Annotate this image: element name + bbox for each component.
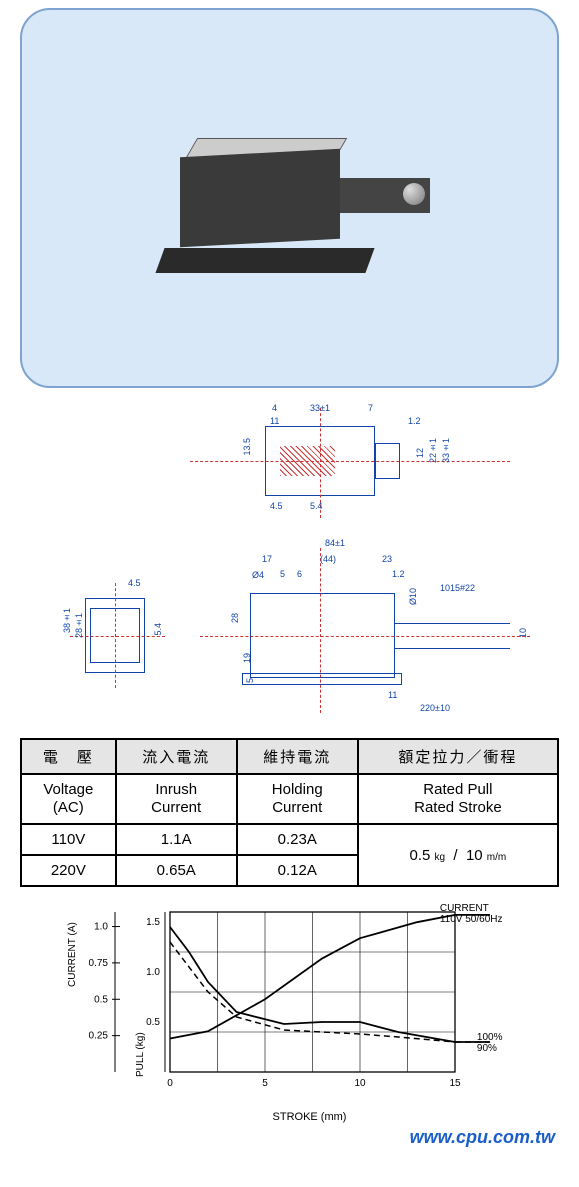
svg-text:1.0: 1.0: [146, 967, 160, 978]
th-voltage-en: Voltage(AC): [21, 774, 116, 824]
y-axis-current-label: CURRENT (A): [67, 922, 78, 987]
th-holding-cn: 維持電流: [237, 739, 358, 774]
dim-front-10: 10: [518, 628, 528, 638]
dim-top-4.5: 4.5: [270, 501, 283, 511]
watermark: www.cpu.com.tw: [0, 1123, 579, 1158]
technical-drawing: 4 33±1 7 1.2 11 13.5 12 22±1 33±1 4.5 5.…: [20, 398, 559, 728]
dim-front-44: (44): [320, 554, 336, 564]
th-inrush-en: InrushCurrent: [116, 774, 237, 824]
legend-pct: 100% 90%: [477, 1032, 503, 1054]
dim-side-5.4: 5.4: [153, 623, 163, 636]
dim-front-5: 5: [280, 569, 285, 579]
dim-side-4.5: 4.5: [128, 578, 141, 588]
dim-front-11: 11: [388, 690, 397, 700]
svg-text:1.0: 1.0: [94, 922, 108, 933]
th-holding-en: HoldingCurrent: [237, 774, 358, 824]
th-rated-cn: 額定拉力／衝程: [358, 739, 558, 774]
dim-top-7: 7: [368, 403, 373, 413]
svg-text:0: 0: [167, 1078, 173, 1089]
dim-front-28: 28: [230, 613, 240, 623]
dim-top-11: 11: [270, 416, 279, 426]
cell-110-inrush: 1.1A: [116, 824, 237, 855]
svg-text:0.5: 0.5: [146, 1017, 160, 1028]
dim-side-38: 38±1: [62, 608, 72, 633]
cell-110v: 110V: [21, 824, 116, 855]
dim-top-33b: 33±1: [441, 438, 451, 463]
cell-rated: 0.5 kg / 10 m/m: [358, 824, 558, 886]
svg-text:10: 10: [354, 1078, 366, 1089]
th-rated-en: Rated PullRated Stroke: [358, 774, 558, 824]
cell-220-inrush: 0.65A: [116, 855, 237, 886]
svg-text:1.5: 1.5: [146, 917, 160, 928]
dim-front-17: 17: [262, 554, 272, 564]
x-axis-label: STROKE (mm): [115, 1111, 505, 1123]
dim-side-28: 28±1: [74, 613, 84, 638]
svg-text:0.75: 0.75: [88, 958, 108, 969]
dim-top-12: 12: [415, 448, 425, 458]
th-inrush-cn: 流入電流: [116, 739, 237, 774]
y-axis-pull-label: PULL (kg): [135, 1032, 146, 1077]
dim-front-6: 6: [297, 569, 302, 579]
dim-front-19: 19: [242, 653, 252, 663]
cell-110-holding: 0.23A: [237, 824, 358, 855]
dim-front-23: 23: [382, 554, 392, 564]
spec-table: 電 壓 流入電流 維持電流 額定拉力／衝程 Voltage(AC) Inrush…: [20, 738, 559, 887]
dim-front-5b: 5: [245, 678, 255, 683]
th-voltage-cn: 電 壓: [21, 739, 116, 774]
svg-text:5: 5: [262, 1078, 268, 1089]
svg-text:0.5: 0.5: [94, 994, 108, 1005]
dim-front-84: 84±1: [325, 538, 345, 548]
pull-current-chart: 0510150.250.50.751.00.51.01.5 CURRENT (A…: [75, 897, 505, 1123]
dim-top-5.4: 5.4: [310, 501, 323, 511]
dim-top-4: 4: [272, 403, 277, 413]
cell-220-holding: 0.12A: [237, 855, 358, 886]
svg-text:15: 15: [449, 1078, 461, 1089]
dim-top-22: 22±1: [428, 438, 438, 463]
cell-220v: 220V: [21, 855, 116, 886]
legend-current: CURRENT 110V 50/60Hz: [440, 903, 503, 925]
dim-front-1.2: 1.2: [392, 569, 405, 579]
dim-top-13.5: 13.5: [242, 438, 252, 456]
product-photo-panel: [20, 8, 559, 388]
dim-top-1.2: 1.2: [408, 416, 421, 426]
dim-front-phi4: Ø4: [252, 570, 264, 580]
solenoid-illustration: [150, 123, 430, 273]
dim-front-phi10: Ø10: [408, 588, 418, 605]
svg-text:0.25: 0.25: [88, 1031, 108, 1042]
dim-front-wire: 1015#22: [440, 583, 475, 593]
dim-front-220: 220±10: [420, 703, 450, 713]
dim-top-33: 33±1: [310, 403, 330, 413]
